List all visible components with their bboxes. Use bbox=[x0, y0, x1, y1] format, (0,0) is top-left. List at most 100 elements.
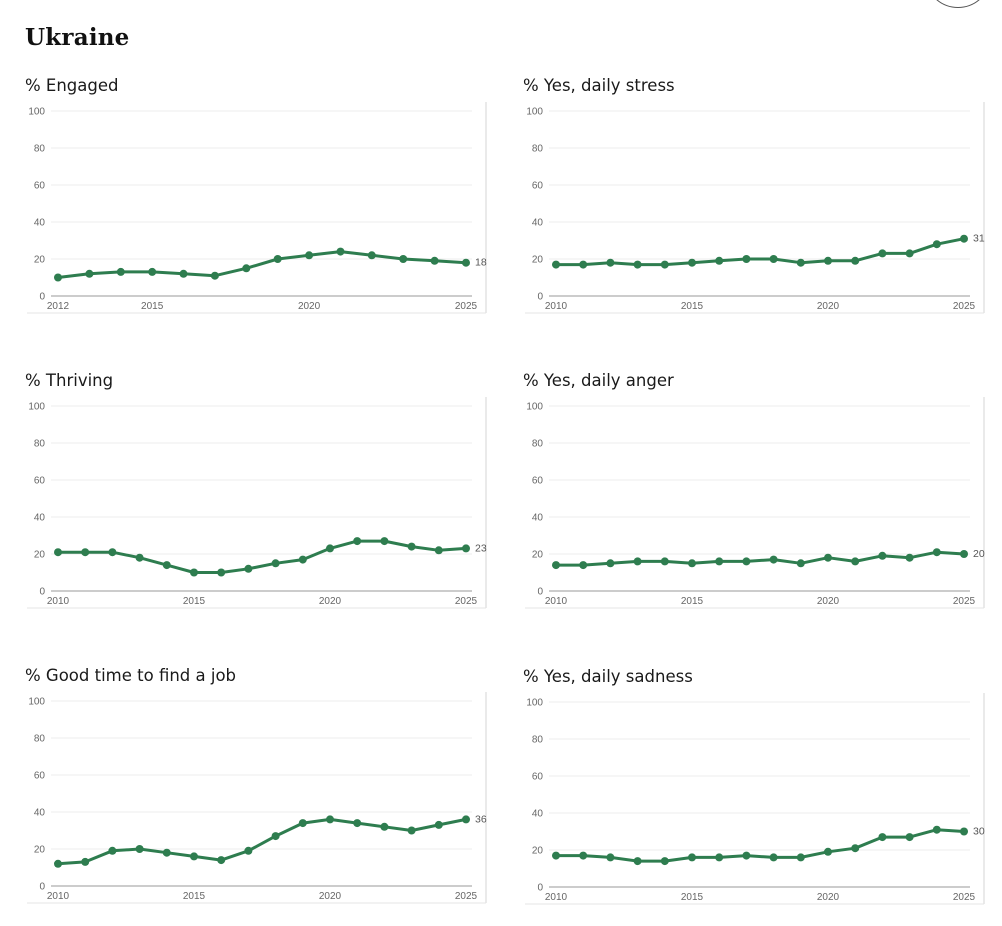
data-point bbox=[878, 833, 887, 842]
data-point bbox=[660, 260, 669, 269]
x-tick-label: 2010 bbox=[47, 891, 70, 902]
data-point bbox=[380, 537, 389, 546]
data-point bbox=[824, 553, 832, 562]
last-value-label: 18 bbox=[475, 257, 487, 269]
data-point bbox=[905, 833, 914, 842]
y-tick-label: 60 bbox=[532, 181, 544, 192]
data-point bbox=[660, 857, 669, 866]
chart-title: % Yes, daily stress bbox=[523, 76, 675, 95]
page-title: Ukraine bbox=[25, 24, 130, 51]
x-tick-label: 2015 bbox=[681, 892, 704, 903]
chart-daily-sadness-plot: 0 20 40 60 80 100 2010 2015 2020 2025 30 bbox=[525, 693, 985, 905]
y-tick-label: 40 bbox=[34, 513, 46, 524]
x-tick-label: 2010 bbox=[47, 596, 70, 607]
data-point bbox=[715, 256, 724, 265]
data-point bbox=[769, 853, 778, 862]
series-line bbox=[56, 817, 468, 866]
y-tick-label: 100 bbox=[28, 402, 45, 413]
y-tick-label: 80 bbox=[34, 144, 46, 155]
x-tick-label: 2015 bbox=[681, 596, 704, 607]
data-point bbox=[633, 260, 642, 269]
y-tick-label: 20 bbox=[532, 846, 544, 857]
series-line bbox=[56, 539, 468, 574]
data-point bbox=[242, 264, 251, 273]
data-point bbox=[878, 249, 887, 258]
data-point bbox=[606, 258, 615, 267]
data-point bbox=[273, 255, 282, 263]
y-tick-label: 60 bbox=[34, 771, 46, 782]
data-point bbox=[162, 561, 171, 570]
data-point bbox=[162, 848, 171, 857]
data-point bbox=[606, 559, 615, 568]
chart-daily-anger-plot: 0 20 40 60 80 100 2010 2015 2020 2025 20 bbox=[525, 397, 985, 609]
data-point bbox=[660, 557, 669, 566]
data-point bbox=[217, 856, 226, 865]
data-point bbox=[851, 844, 860, 853]
x-tick-label: 2025 bbox=[455, 301, 478, 312]
y-tick-label: 100 bbox=[28, 107, 45, 118]
data-point bbox=[81, 548, 90, 557]
data-point bbox=[688, 559, 696, 568]
chart-good-time-job-plot: 0 20 40 60 80 100 2010 2015 2020 2025 36 bbox=[27, 692, 487, 904]
x-tick-label: 2010 bbox=[545, 301, 568, 312]
chart-daily-anger: % Yes, daily anger 0 20 40 60 80 100 2010 2015 2… bbox=[523, 371, 993, 611]
y-tick-label: 40 bbox=[532, 218, 544, 229]
chart-engaged-plot: 0 20 40 60 80 100 2012 2015 2020 2025 18 bbox=[27, 102, 487, 314]
y-tick-label: 0 bbox=[537, 883, 543, 894]
y-tick-label: 20 bbox=[34, 550, 46, 561]
data-point bbox=[407, 542, 416, 551]
data-point bbox=[552, 260, 560, 269]
data-point bbox=[688, 258, 696, 267]
series-line bbox=[554, 828, 966, 863]
y-tick-label: 0 bbox=[39, 882, 45, 893]
data-point bbox=[960, 827, 968, 836]
y-tick-label: 80 bbox=[532, 439, 544, 450]
series-line bbox=[554, 550, 966, 567]
data-point bbox=[244, 564, 253, 573]
data-point bbox=[796, 559, 805, 568]
data-point bbox=[769, 555, 778, 564]
chart-title: % Yes, daily anger bbox=[523, 371, 674, 390]
y-tick-label: 80 bbox=[34, 439, 46, 450]
data-point bbox=[190, 852, 198, 861]
y-tick-label: 40 bbox=[34, 218, 46, 229]
data-point bbox=[380, 822, 389, 831]
x-tick-label: 2025 bbox=[455, 596, 478, 607]
data-point bbox=[715, 557, 724, 566]
x-tick-label: 2020 bbox=[817, 596, 840, 607]
data-point bbox=[633, 557, 642, 566]
data-point bbox=[552, 561, 560, 570]
data-point bbox=[85, 269, 94, 278]
y-tick-label: 0 bbox=[39, 587, 45, 598]
data-point bbox=[878, 551, 887, 560]
data-point bbox=[462, 544, 470, 553]
data-point bbox=[326, 815, 334, 824]
last-value-label: 31 bbox=[973, 233, 985, 245]
y-tick-label: 20 bbox=[34, 845, 46, 856]
x-tick-label: 2025 bbox=[953, 596, 976, 607]
last-value-label: 30 bbox=[973, 826, 985, 838]
y-tick-label: 80 bbox=[34, 734, 46, 745]
chart-engaged: % Engaged 0 20 40 60 80 100 2012 2015 2020 2025 18 bbox=[25, 76, 495, 316]
data-point bbox=[462, 815, 470, 824]
y-tick-label: 20 bbox=[532, 255, 544, 266]
y-tick-label: 0 bbox=[39, 292, 45, 303]
y-tick-label: 100 bbox=[28, 697, 45, 708]
chart-daily-stress: % Yes, daily stress 0 20 40 60 80 100 2010 2015… bbox=[523, 76, 993, 316]
chart-good-time-job: % Good time to find a job 0 20 40 60 80 100 20… bbox=[25, 666, 495, 906]
data-point bbox=[579, 260, 588, 269]
x-tick-label: 2015 bbox=[141, 301, 164, 312]
data-point bbox=[960, 234, 968, 243]
x-tick-label: 2015 bbox=[183, 596, 206, 607]
data-point bbox=[54, 548, 62, 557]
data-point bbox=[336, 247, 345, 256]
last-value-label: 23 bbox=[475, 542, 487, 554]
data-point bbox=[108, 548, 117, 557]
series-line bbox=[56, 250, 468, 279]
x-tick-label: 2025 bbox=[953, 301, 976, 312]
chart-thriving-plot: 0 20 40 60 80 100 2010 2015 2020 2025 23 bbox=[27, 397, 487, 609]
data-point bbox=[769, 255, 778, 263]
data-point bbox=[796, 258, 805, 267]
data-point bbox=[851, 256, 860, 265]
header-circle-button[interactable] bbox=[928, 0, 988, 8]
